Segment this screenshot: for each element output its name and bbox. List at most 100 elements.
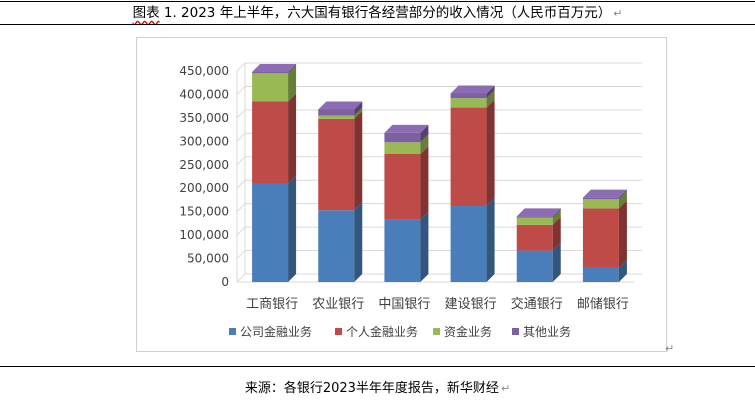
caption-text: 1. 2023 年上半年，六大国有银行各经营部分的收入情况（人民币百万元）: [159, 5, 612, 21]
gridline-side: [236, 179, 246, 189]
caption-rule: [0, 24, 755, 25]
bar-segment-side: [354, 202, 363, 282]
bar-segment: [582, 199, 619, 209]
y-tick-label: 100,000: [179, 228, 229, 242]
bar-segment-side: [420, 211, 429, 282]
bar-segment: [384, 219, 421, 282]
bar-segment: [516, 216, 553, 218]
bar-segment-top: [384, 124, 429, 133]
bar-segment: [516, 250, 553, 282]
bar-segment: [450, 206, 487, 282]
source-text: 来源：各银行2023半年年度报告，新华财经: [244, 381, 499, 396]
y-tick-label: 200,000: [179, 181, 229, 195]
bar-segment-side: [618, 200, 627, 268]
x-category-label: 中国银行: [378, 297, 430, 312]
stacked-bar-chart: 0 50,000 100,000 150,000 200,000 250,000 300,0…: [179, 62, 642, 339]
legend-label: 公司金融业务: [240, 324, 312, 339]
bar-segment: [384, 153, 421, 220]
y-tick-label: 150,000: [179, 205, 229, 219]
legend-swatch: [335, 328, 342, 335]
bar-segment-top: [582, 189, 627, 198]
bar-segment-side: [288, 93, 297, 184]
bar-segment-side: [354, 107, 363, 119]
gridline-side: [236, 250, 246, 259]
bar-segment-side: [420, 145, 429, 220]
legend-label: 资金业务: [444, 324, 492, 339]
legend-label: 其他业务: [523, 324, 571, 339]
bar-segment: [516, 224, 553, 251]
legend-swatch: [433, 328, 440, 335]
bar-segment-side: [618, 191, 627, 209]
bar-segment: [516, 217, 553, 225]
bar-segment-side: [486, 90, 495, 108]
y-tick-label: 300,000: [179, 134, 229, 148]
bar-segment-side: [420, 134, 429, 154]
bar-segment-top: [318, 101, 363, 110]
bar-segment-side: [354, 101, 363, 116]
x-category-label: 邮储银行: [577, 297, 629, 312]
bar-segment-top: [516, 208, 561, 217]
paragraph-mark-icon: ↵: [613, 7, 623, 20]
bar-segment: [582, 208, 619, 268]
bar-segment-side: [552, 208, 561, 218]
legend-label: 个人金融业务: [346, 324, 418, 339]
bar-segment: [318, 210, 355, 282]
bar-segment-side: [288, 175, 297, 282]
gridline-side: [236, 156, 246, 166]
gridline-side: [236, 203, 246, 213]
bar-segment-side: [486, 85, 495, 99]
bar-segment-side: [420, 124, 429, 143]
bar-segment: [252, 71, 289, 74]
gridline-side: [236, 226, 246, 236]
bar-segment-side: [486, 99, 495, 207]
x-category-label: 农业银行: [312, 297, 364, 312]
figure-caption: 图表 1. 2023 年上半年，六大国有银行各经营部分的收入情况（人民币百万元）…: [0, 3, 755, 24]
y-tick-label: 450,000: [179, 64, 229, 78]
bar-segment-side: [618, 189, 627, 200]
bar-segment: [582, 267, 619, 282]
x-category-label: 建设银行: [445, 297, 497, 312]
gridline-side: [236, 273, 246, 283]
bar-segment: [450, 98, 487, 108]
bar-segment-side: [486, 198, 495, 282]
y-tick-label: 50,000: [187, 252, 229, 266]
bar-segment-top: [450, 85, 495, 94]
bar-segment-side: [288, 65, 297, 102]
paragraph-mark-icon: ↵: [665, 342, 675, 355]
y-tick-label: 350,000: [179, 111, 229, 125]
chart-frame: 0 50,000 100,000 150,000 200,000 250,000 300,0…: [136, 37, 667, 352]
gridline-side: [236, 109, 246, 119]
bar-segment: [318, 115, 355, 119]
bar-segment: [384, 142, 421, 154]
source-note: 来源：各银行2023半年年度报告，新华财经 ↵: [0, 380, 755, 398]
gridline-side: [236, 132, 246, 142]
bar-segment: [252, 73, 289, 102]
paragraph-mark-icon: ↵: [500, 382, 511, 395]
gridline-side: [236, 62, 246, 72]
bar-segment-side: [618, 259, 627, 282]
y-tick-label: 400,000: [179, 87, 229, 101]
bar-segment: [450, 93, 487, 99]
x-category-label: 交通银行: [511, 296, 563, 312]
bar-segment: [582, 197, 619, 200]
y-tick-label: 0: [221, 275, 229, 289]
caption-label: 图表: [132, 5, 160, 21]
bar-segment-side: [354, 110, 363, 211]
bottom-rule: [0, 366, 755, 367]
bar-segment-side: [288, 63, 297, 74]
bar-segment: [450, 107, 487, 207]
legend-swatch: [229, 328, 236, 335]
top-rule: [0, 1, 755, 2]
x-category-label: 工商银行: [246, 297, 298, 312]
bar-segment-side: [552, 242, 561, 282]
gridline-side: [236, 86, 246, 95]
bar-segment-side: [552, 209, 561, 225]
bar-segment: [318, 109, 355, 116]
bar-segment: [384, 132, 421, 143]
y-tick-label: 250,000: [179, 158, 229, 172]
bar-segment: [318, 118, 355, 211]
bar-segment-top: [252, 63, 297, 72]
bar-segment: [252, 183, 289, 282]
legend-swatch: [512, 328, 519, 335]
bar-segment: [252, 101, 289, 184]
